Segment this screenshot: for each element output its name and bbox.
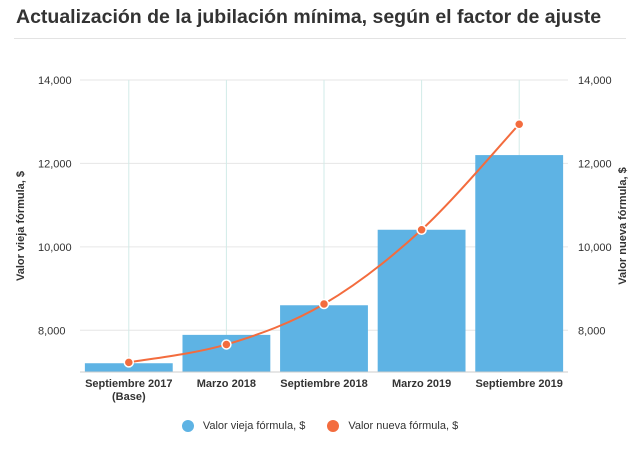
line-point <box>123 357 135 368</box>
line-point <box>318 298 330 310</box>
y-tick-label-right: 12,000 <box>578 158 612 170</box>
legend-swatch-old <box>181 420 194 432</box>
y-tick-label-left: 8,000 <box>38 325 66 337</box>
legend-label-new: Valor nueva fórmula, $ <box>348 420 459 432</box>
legend-label-old: Valor vieja fórmula, $ <box>202 420 306 432</box>
legend-item-new[interactable]: Valor nueva fórmula, $ <box>327 420 458 432</box>
y-tick-label-right: 8,000 <box>578 325 606 337</box>
legend-item-old[interactable]: Valor vieja fórmula, $ <box>181 420 306 432</box>
x-tick-label: Septiembre 2018 <box>280 378 367 390</box>
y-axis-title-right: Valor nueva fórmula, $ <box>617 167 629 284</box>
x-tick-label: (Base) <box>112 391 146 403</box>
y-tick-label-right: 14,000 <box>578 75 612 87</box>
chart-legend: Valor vieja fórmula, $ Valor nueva fórmu… <box>0 420 640 432</box>
x-tick-label: Septiembre 2019 <box>475 378 562 390</box>
y-tick-label-left: 12,000 <box>38 158 72 170</box>
bar <box>377 229 466 372</box>
chart-title: Actualización de la jubilación mínima, s… <box>16 6 602 28</box>
y-axis-title-left: Valor vieja fórmula, $ <box>15 171 27 281</box>
bar <box>280 305 368 372</box>
y-tick-label-left: 14,000 <box>38 75 72 87</box>
line-point <box>221 339 232 350</box>
legend-swatch-new <box>327 420 340 432</box>
y-tick-label-right: 10,000 <box>578 242 612 254</box>
bar <box>475 155 564 372</box>
x-tick-label: Marzo 2019 <box>392 378 451 390</box>
line-point <box>513 118 525 130</box>
title-divider <box>14 38 626 39</box>
x-tick-label: Marzo 2018 <box>197 378 256 390</box>
x-tick-label: Septiembre 2017 <box>85 378 172 390</box>
line-point <box>416 224 427 236</box>
y-tick-label-left: 10,000 <box>38 242 72 254</box>
